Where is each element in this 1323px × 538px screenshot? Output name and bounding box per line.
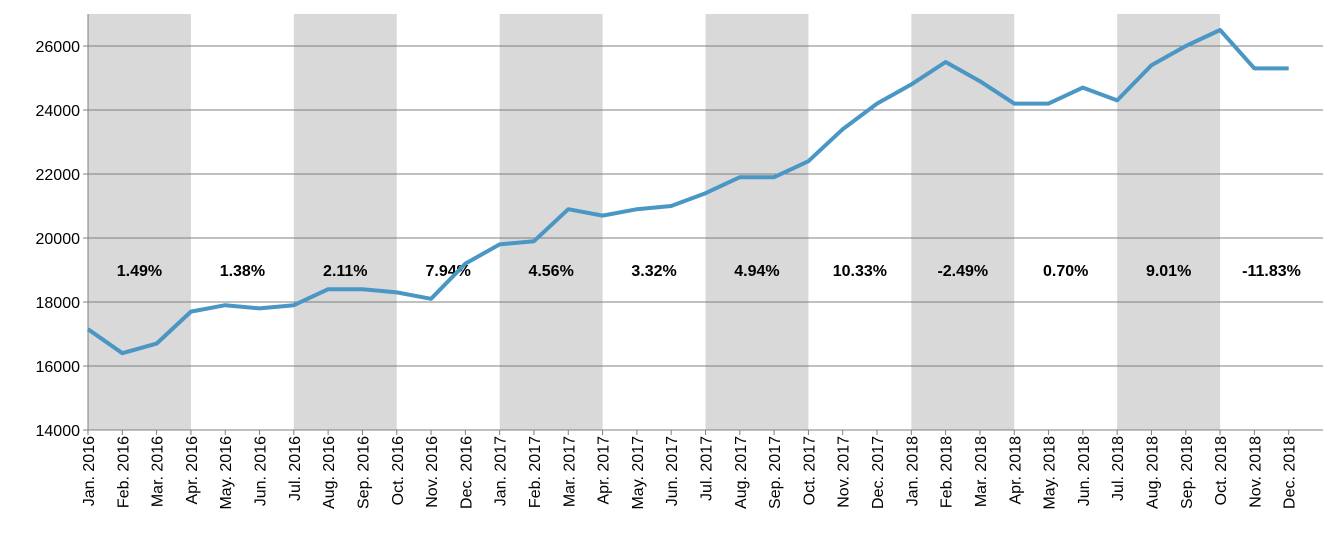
x-tick-label: Jul. 2016 xyxy=(287,436,304,501)
y-tick-label: 20000 xyxy=(36,231,81,248)
x-tick-label: Jul. 2018 xyxy=(1110,436,1127,501)
quarter-label: 3.32% xyxy=(631,263,676,280)
quarter-label: 0.70% xyxy=(1043,263,1088,280)
x-tick-label: Aug. 2017 xyxy=(733,436,750,509)
quarter-label: 4.56% xyxy=(528,263,573,280)
quarter-band xyxy=(293,14,397,430)
line xyxy=(86,28,1289,356)
quarter-label: 1.49% xyxy=(117,263,162,280)
x-tick-label: Mar. 2018 xyxy=(973,436,990,507)
x-tick-label: Sep. 2017 xyxy=(767,436,784,509)
x-tick-label: Dec. 2016 xyxy=(458,436,475,509)
x-tick-label: Jan. 2018 xyxy=(904,436,921,506)
x-tick-label: Nov. 2018 xyxy=(1247,436,1264,508)
quarter-band xyxy=(1117,14,1221,430)
quarter-label: 1.38% xyxy=(220,263,265,280)
x-tick-label: Nov. 2017 xyxy=(836,436,853,508)
x-tick-label: Jul. 2017 xyxy=(699,436,716,501)
y-tick-label: 16000 xyxy=(36,359,81,376)
x-tick-label: May. 2016 xyxy=(218,436,235,510)
x-tick-label: Jun. 2017 xyxy=(664,436,681,506)
x-tick-label: Apr. 2016 xyxy=(184,436,201,505)
y-tick-label: 22000 xyxy=(36,167,81,184)
y-tick-label: 18000 xyxy=(36,295,81,312)
x-tick-label: Jun. 2018 xyxy=(1076,436,1093,506)
quarter-label: -11.83% xyxy=(1242,263,1301,280)
x-tick-label: Mar. 2016 xyxy=(150,436,167,507)
x-tick-label: Apr. 2017 xyxy=(596,436,613,505)
quarter-band xyxy=(88,14,191,430)
x-tick-label: Mar. 2017 xyxy=(561,436,578,507)
x-tick-label: Sep. 2016 xyxy=(355,436,372,509)
x-tick-label: Jun. 2016 xyxy=(253,436,270,506)
y-tick-label: 14000 xyxy=(36,423,81,440)
x-tick-label: Feb. 2018 xyxy=(939,436,956,508)
x-tick-label: Feb. 2017 xyxy=(527,436,544,508)
x-tick-label: Aug. 2018 xyxy=(1144,436,1161,509)
quarter-label: 4.94% xyxy=(734,263,779,280)
y-tick-label: 26000 xyxy=(36,39,81,56)
x-tick-label: Sep. 2018 xyxy=(1179,436,1196,509)
quarter-label: 9.01% xyxy=(1146,263,1191,280)
quarter-band xyxy=(911,14,1015,430)
x-tick-label: Jan. 2016 xyxy=(81,436,98,506)
x-tick-label: Dec. 2017 xyxy=(870,436,887,509)
x-tick-label: Dec. 2018 xyxy=(1282,436,1299,509)
y-tick-label: 24000 xyxy=(36,103,81,120)
x-tick-label: Nov. 2016 xyxy=(424,436,441,508)
x-tick-label: Oct. 2016 xyxy=(390,436,407,505)
quarter-label: 10.33% xyxy=(833,263,887,280)
x-tick-label: Apr. 2018 xyxy=(1007,436,1024,505)
quarter-band xyxy=(705,14,809,430)
quarter-label: 2.11% xyxy=(323,263,367,280)
x-tick-label: Jan. 2017 xyxy=(493,436,510,506)
x-tick-label: Oct. 2018 xyxy=(1213,436,1230,505)
x-tick-label: Aug. 2016 xyxy=(321,436,338,509)
x-tick-label: May. 2018 xyxy=(1042,436,1059,510)
x-tick-label: Oct. 2017 xyxy=(801,436,818,505)
quarter-label: -2.49% xyxy=(937,263,988,280)
x-tick-label: May. 2017 xyxy=(630,436,647,510)
x-tick-label: Feb. 2016 xyxy=(115,436,132,508)
quarter-band xyxy=(499,14,603,430)
